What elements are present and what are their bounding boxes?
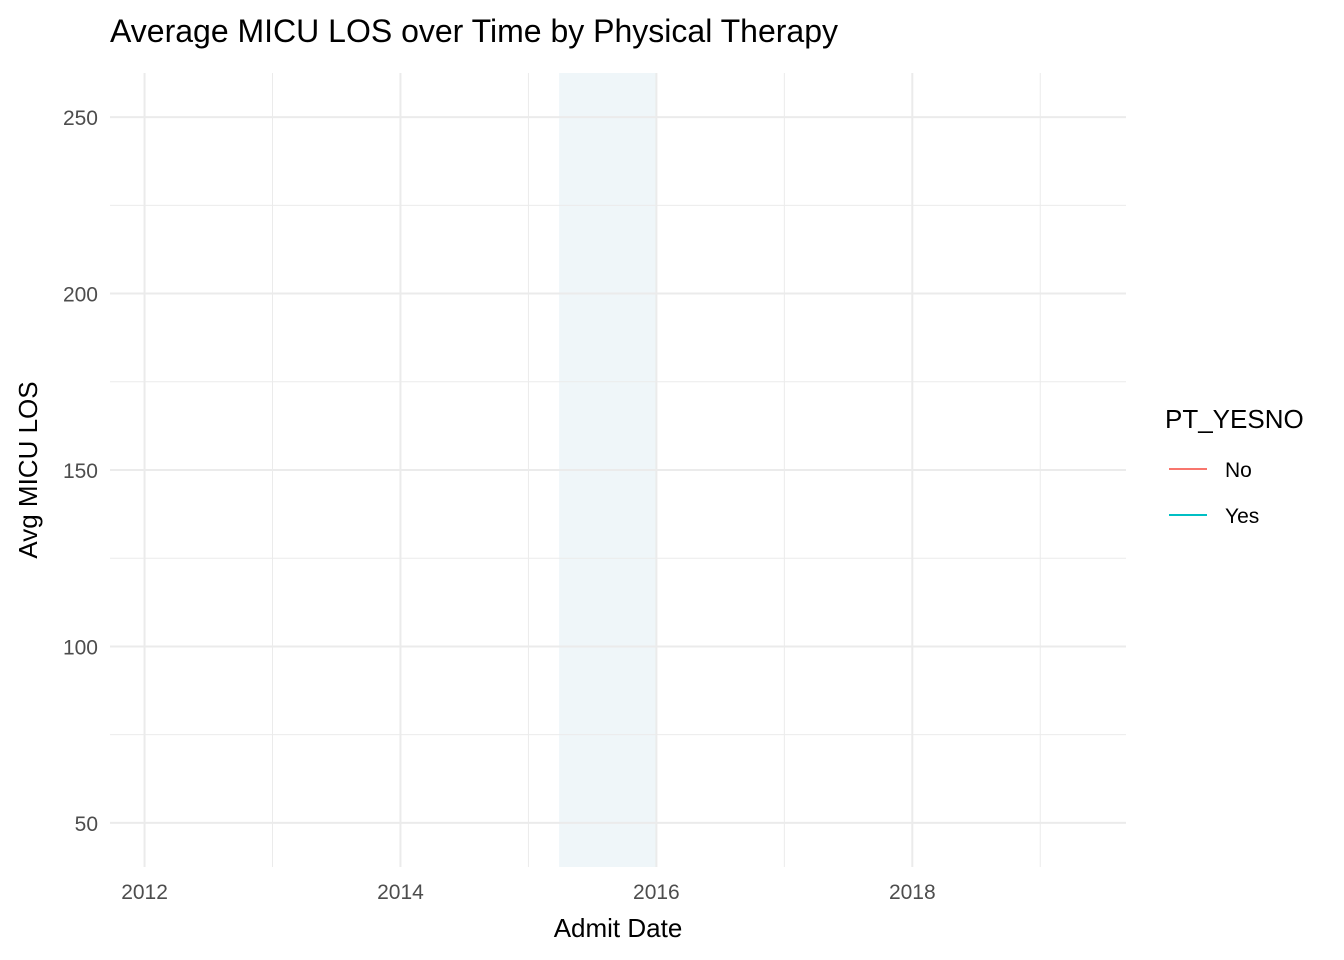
y-tick-label: 100 (63, 636, 98, 659)
x-tick-label: 2012 (121, 881, 168, 904)
y-tick-label: 200 (63, 284, 98, 307)
x-tick-label: 2018 (889, 881, 936, 904)
x-axis-ticks: 2012 2014 2016 2018 (121, 881, 935, 904)
grid (110, 73, 1126, 867)
chart-title: Average MICU LOS over Time by Physical T… (110, 13, 838, 49)
y-tick-label: 150 (63, 460, 98, 483)
y-tick-label: 250 (63, 107, 98, 130)
x-tick-label: 2016 (633, 881, 680, 904)
legend: PT_YESNO No Yes (1165, 404, 1304, 528)
x-tick-label: 2014 (377, 881, 424, 904)
legend-label: Yes (1225, 505, 1259, 528)
legend-title: PT_YESNO (1165, 404, 1304, 434)
legend-entries: No Yes (1169, 459, 1259, 528)
legend-label: No (1225, 459, 1252, 482)
y-tick-label: 50 (75, 813, 98, 836)
x-axis-title: Admit Date (554, 913, 683, 943)
y-axis-title: Avg MICU LOS (13, 381, 43, 558)
y-axis-ticks: 50 100 150 200 250 (63, 107, 98, 836)
